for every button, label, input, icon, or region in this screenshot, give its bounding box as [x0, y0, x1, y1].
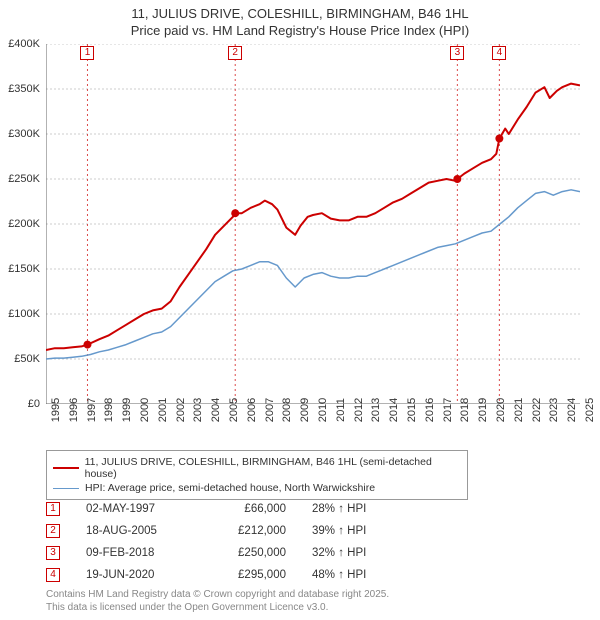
x-tick-label: 2006 — [246, 398, 258, 422]
event-pct: 28% ↑ HPI — [312, 503, 390, 515]
y-tick-label: £250K — [8, 173, 40, 185]
event-num-box: 3 — [46, 546, 60, 560]
event-pct: 39% ↑ HPI — [312, 525, 390, 537]
chart-container: 11, JULIUS DRIVE, COLESHILL, BIRMINGHAM,… — [0, 0, 600, 620]
x-tick-label: 2018 — [459, 398, 471, 422]
legend-row-hpi: HPI: Average price, semi-detached house,… — [53, 481, 461, 495]
footer-attribution: Contains HM Land Registry data © Crown c… — [46, 588, 389, 614]
event-marker-box: 2 — [228, 46, 242, 60]
x-tick-label: 2013 — [370, 398, 382, 422]
title-block: 11, JULIUS DRIVE, COLESHILL, BIRMINGHAM,… — [0, 0, 600, 38]
y-tick-label: £50K — [14, 353, 40, 365]
y-tick-label: £0 — [28, 398, 40, 410]
event-row: 4 19-JUN-2020 £295,000 48% ↑ HPI — [46, 564, 390, 586]
event-date: 02-MAY-1997 — [86, 503, 182, 515]
x-tick-label: 2011 — [335, 398, 347, 422]
plot-svg — [46, 44, 580, 404]
event-marker-box: 1 — [80, 46, 94, 60]
event-pct: 48% ↑ HPI — [312, 569, 390, 581]
legend-label-hpi: HPI: Average price, semi-detached house,… — [85, 482, 375, 494]
event-marker-box: 3 — [450, 46, 464, 60]
footer-line-1: Contains HM Land Registry data © Crown c… — [46, 588, 389, 601]
event-date: 19-JUN-2020 — [86, 569, 182, 581]
x-tick-label: 2005 — [228, 398, 240, 422]
event-price: £212,000 — [208, 525, 286, 537]
title-sub: Price paid vs. HM Land Registry's House … — [0, 23, 600, 38]
x-tick-label: 2003 — [192, 398, 204, 422]
event-pct: 32% ↑ HPI — [312, 547, 390, 559]
x-tick-label: 2019 — [477, 398, 489, 422]
event-marker-box: 4 — [492, 46, 506, 60]
legend-box: 11, JULIUS DRIVE, COLESHILL, BIRMINGHAM,… — [46, 450, 468, 500]
event-date: 18-AUG-2005 — [86, 525, 182, 537]
footer-line-2: This data is licensed under the Open Gov… — [46, 601, 389, 614]
x-tick-label: 2014 — [388, 398, 400, 422]
x-tick-label: 2017 — [442, 398, 454, 422]
x-tick-label: 2008 — [281, 398, 293, 422]
chart-plot-area: 1 2 3 4 — [46, 44, 580, 404]
x-tick-label: 2021 — [513, 398, 525, 422]
x-tick-label: 1996 — [68, 398, 80, 422]
x-tick-label: 2002 — [175, 398, 187, 422]
event-price: £250,000 — [208, 547, 286, 559]
x-axis-ticks: 1995199619971998199920002001200220032004… — [46, 406, 580, 456]
y-tick-label: £100K — [8, 308, 40, 320]
event-num-box: 2 — [46, 524, 60, 538]
legend-row-property: 11, JULIUS DRIVE, COLESHILL, BIRMINGHAM,… — [53, 455, 461, 481]
y-tick-label: £200K — [8, 218, 40, 230]
event-row: 3 09-FEB-2018 £250,000 32% ↑ HPI — [46, 542, 390, 564]
event-price: £66,000 — [208, 503, 286, 515]
title-main: 11, JULIUS DRIVE, COLESHILL, BIRMINGHAM,… — [0, 6, 600, 21]
event-row: 1 02-MAY-1997 £66,000 28% ↑ HPI — [46, 498, 390, 520]
x-tick-label: 2020 — [495, 398, 507, 422]
event-num-box: 1 — [46, 502, 60, 516]
x-tick-label: 2016 — [424, 398, 436, 422]
x-tick-label: 2001 — [157, 398, 169, 422]
event-num-box: 4 — [46, 568, 60, 582]
y-tick-label: £150K — [8, 263, 40, 275]
x-tick-label: 2022 — [531, 398, 543, 422]
x-tick-label: 2009 — [299, 398, 311, 422]
y-tick-label: £350K — [8, 83, 40, 95]
x-tick-label: 2007 — [264, 398, 276, 422]
x-tick-label: 1995 — [50, 398, 62, 422]
x-tick-label: 2025 — [584, 398, 596, 422]
x-tick-label: 1997 — [86, 398, 98, 422]
event-price: £295,000 — [208, 569, 286, 581]
legend-label-property: 11, JULIUS DRIVE, COLESHILL, BIRMINGHAM,… — [85, 456, 461, 480]
x-tick-label: 2004 — [210, 398, 222, 422]
x-tick-label: 2024 — [566, 398, 578, 422]
x-tick-label: 2023 — [548, 398, 560, 422]
x-tick-label: 1998 — [103, 398, 115, 422]
legend-swatch-hpi — [53, 488, 79, 489]
event-date: 09-FEB-2018 — [86, 547, 182, 559]
x-tick-label: 2015 — [406, 398, 418, 422]
legend-swatch-property — [53, 467, 79, 469]
y-axis-ticks: £0£50K£100K£150K£200K£250K£300K£350K£400… — [0, 44, 44, 404]
x-tick-label: 2010 — [317, 398, 329, 422]
x-tick-label: 2012 — [353, 398, 365, 422]
y-tick-label: £400K — [8, 38, 40, 50]
event-row: 2 18-AUG-2005 £212,000 39% ↑ HPI — [46, 520, 390, 542]
events-table: 1 02-MAY-1997 £66,000 28% ↑ HPI 2 18-AUG-2005… — [46, 498, 390, 586]
y-tick-label: £300K — [8, 128, 40, 140]
x-tick-label: 1999 — [121, 398, 133, 422]
x-tick-label: 2000 — [139, 398, 151, 422]
